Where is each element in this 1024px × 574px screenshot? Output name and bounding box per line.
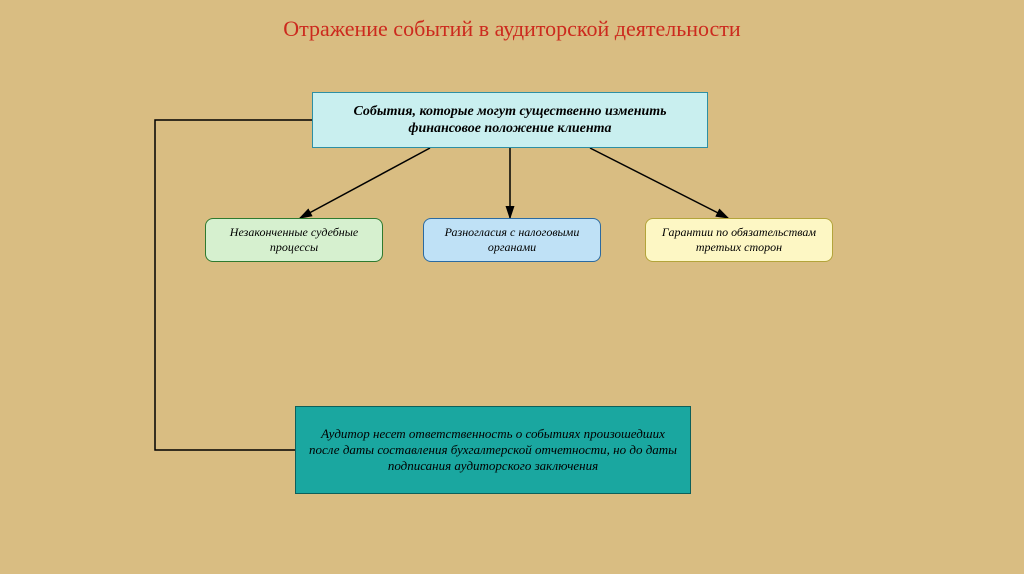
box-events-root-label: События, которые могут существенно измен…: [323, 103, 697, 138]
diagram-stage: Отражение событий в аудиторской деятельн…: [0, 0, 1024, 574]
box-child-tax-label: Разногласия с налоговыми органами: [434, 225, 590, 255]
box-child-lawsuits-label: Незаконченные судебные процессы: [216, 225, 372, 255]
elbow-connector: [155, 120, 312, 450]
box-auditor-responsibility-label: Аудитор несет ответственность о событиях…: [306, 426, 680, 475]
box-events-root: События, которые могут существенно измен…: [312, 92, 708, 148]
box-child-guarantees-label: Гарантии по обязательствам третьих сторо…: [656, 225, 822, 255]
arrow-to-child3: [590, 148, 728, 218]
box-child-tax: Разногласия с налоговыми органами: [423, 218, 601, 262]
page-title: Отражение событий в аудиторской деятельн…: [0, 16, 1024, 42]
box-child-lawsuits: Незаконченные судебные процессы: [205, 218, 383, 262]
box-auditor-responsibility: Аудитор несет ответственность о событиях…: [295, 406, 691, 494]
arrow-to-child1: [300, 148, 430, 218]
box-child-guarantees: Гарантии по обязательствам третьих сторо…: [645, 218, 833, 262]
